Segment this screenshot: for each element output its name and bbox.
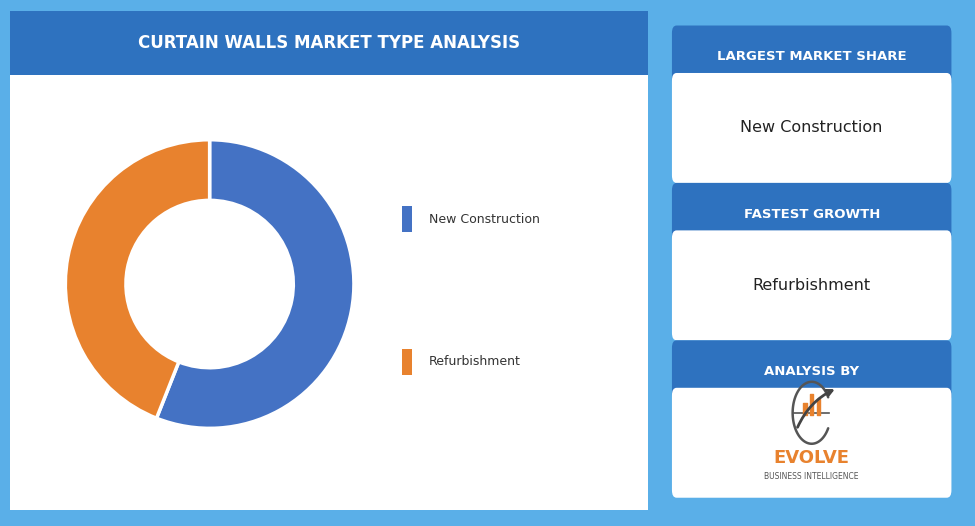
- FancyBboxPatch shape: [672, 25, 952, 88]
- FancyBboxPatch shape: [672, 183, 952, 245]
- Wedge shape: [65, 140, 210, 418]
- FancyBboxPatch shape: [402, 349, 412, 375]
- Text: Refurbishment: Refurbishment: [753, 278, 871, 293]
- FancyBboxPatch shape: [672, 388, 952, 498]
- Text: FASTEST GROWTH: FASTEST GROWTH: [744, 208, 879, 220]
- Text: Refurbishment: Refurbishment: [429, 355, 521, 368]
- Text: LARGEST MARKET SHARE: LARGEST MARKET SHARE: [717, 50, 907, 63]
- Text: CURTAIN WALLS MARKET TYPE ANALYSIS: CURTAIN WALLS MARKET TYPE ANALYSIS: [138, 34, 520, 52]
- Wedge shape: [157, 140, 354, 428]
- Text: BUSINESS INTELLIGENCE: BUSINESS INTELLIGENCE: [764, 472, 859, 481]
- Text: New Construction: New Construction: [429, 213, 540, 226]
- FancyBboxPatch shape: [672, 340, 952, 403]
- FancyBboxPatch shape: [402, 206, 412, 232]
- Text: ANALYSIS BY: ANALYSIS BY: [764, 365, 859, 378]
- FancyBboxPatch shape: [672, 230, 952, 340]
- Text: 56%: 56%: [216, 291, 266, 311]
- FancyBboxPatch shape: [672, 73, 952, 183]
- FancyBboxPatch shape: [10, 75, 648, 510]
- Text: New Construction: New Construction: [740, 120, 883, 136]
- FancyBboxPatch shape: [10, 11, 648, 75]
- Text: EVOLVE: EVOLVE: [774, 449, 849, 467]
